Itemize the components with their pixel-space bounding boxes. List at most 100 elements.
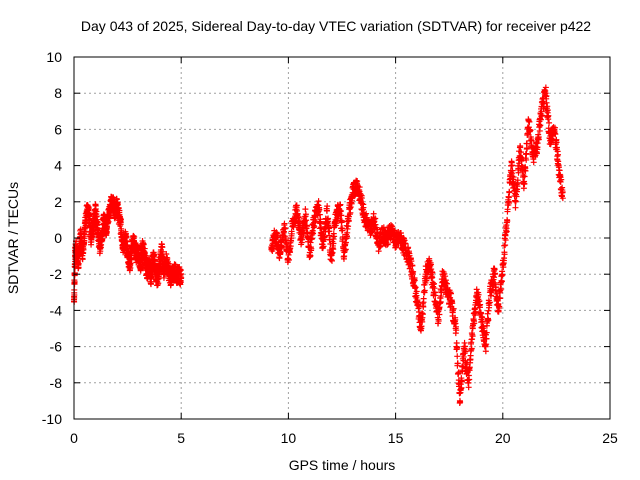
data-point-fill (92, 205, 99, 212)
data-point-fill (542, 84, 549, 91)
data-point-fill (293, 202, 300, 209)
data-point-fill (71, 269, 78, 276)
data-point-fill (521, 180, 528, 187)
data-point-fill (515, 169, 522, 176)
data-point-fill (347, 209, 354, 216)
data-point-fill (458, 384, 465, 391)
data-point-fill (428, 266, 435, 273)
data-point-fill (435, 318, 442, 325)
data-point-fill (287, 243, 294, 250)
data-point-fill (94, 219, 101, 226)
data-point-fill (483, 335, 490, 342)
data-point-fill (159, 248, 166, 255)
data-point-fill (71, 278, 78, 285)
data-point-fill (543, 99, 550, 106)
x-axis-label: GPS time / hours (289, 457, 396, 473)
data-point-fill (509, 162, 516, 169)
data-point-fill (454, 360, 461, 367)
data-point-fill (410, 268, 417, 275)
data-point-fill (464, 361, 471, 368)
data-point-fill (496, 294, 503, 301)
data-point-fill (462, 343, 469, 350)
data-point-fill (468, 345, 475, 352)
data-point-fill (558, 176, 565, 183)
data-point-fill (485, 316, 492, 323)
data-point-fill (536, 127, 543, 134)
x-tick-label: 25 (602, 430, 618, 446)
data-point-fill (131, 233, 138, 240)
data-point-fill (512, 204, 519, 211)
data-point-fill (177, 266, 184, 273)
data-point-fill (117, 216, 124, 223)
y-tick-label: -2 (50, 266, 63, 282)
data-point-fill (501, 242, 508, 249)
data-point-fill (363, 210, 370, 217)
data-point-fill (282, 225, 289, 232)
data-point-fill (405, 244, 412, 251)
data-point-fill (530, 159, 537, 166)
data-point-fill (471, 320, 478, 327)
y-axis-label: SDTVAR / TECUs (5, 182, 21, 294)
y-tick-label: 2 (54, 194, 62, 210)
data-point-fill (537, 122, 544, 129)
data-point-fill (472, 308, 479, 315)
data-point-fill (429, 269, 436, 276)
data-point-fill (539, 112, 546, 119)
data-point-fill (447, 290, 454, 297)
data-point-fill (498, 278, 505, 285)
data-point-fill (337, 201, 344, 208)
data-points (71, 84, 566, 407)
data-point-fill (345, 223, 352, 230)
data-point-fill (514, 177, 521, 184)
data-point-fill (372, 221, 379, 228)
data-point-fill (339, 227, 346, 234)
data-point-fill (302, 206, 309, 213)
data-point-fill (469, 333, 476, 340)
data-point-fill (521, 173, 528, 180)
data-point-fill (356, 184, 363, 191)
data-point-fill (492, 271, 499, 278)
data-point-fill (553, 144, 560, 151)
data-point-fill (489, 286, 496, 293)
y-tick-label: 8 (54, 85, 62, 101)
data-point (178, 274, 185, 281)
data-point-fill (496, 303, 503, 310)
data-point-fill (421, 287, 428, 294)
data-point-fill (486, 299, 493, 306)
data-point-fill (303, 223, 310, 230)
data-point-fill (148, 271, 155, 278)
y-tick-label: -8 (50, 375, 63, 391)
data-point-fill (302, 211, 309, 218)
x-tick-label: 15 (388, 430, 404, 446)
data-point-fill (316, 206, 323, 213)
data-point-fill (411, 277, 418, 284)
x-tick-label: 20 (495, 430, 511, 446)
data-point-fill (423, 275, 430, 282)
data-point-fill (308, 245, 315, 252)
data-point-fill (307, 252, 314, 259)
y-tick-label: -10 (42, 411, 62, 427)
data-point-fill (478, 310, 485, 317)
data-point-fill (371, 218, 378, 225)
data-point-fill (331, 233, 338, 240)
x-tick-label: 0 (70, 430, 78, 446)
data-point-fill (358, 195, 365, 202)
y-tick-label: 10 (46, 49, 62, 65)
data-point-fill (503, 228, 510, 235)
data-point-fill (502, 237, 509, 244)
data-point-fill (432, 292, 439, 299)
data-point-fill (326, 228, 333, 235)
data-point-fill (505, 194, 512, 201)
data-point-fill (497, 295, 504, 302)
data-point-fill (480, 323, 487, 330)
data-point-fill (456, 390, 463, 397)
data-point-fill (419, 311, 426, 318)
data-point-fill (518, 149, 525, 156)
data-point-fill (420, 295, 427, 302)
data-point-fill (527, 127, 534, 134)
data-point-fill (338, 212, 345, 219)
data-point-fill (506, 200, 513, 207)
data-point-fill (466, 376, 473, 383)
